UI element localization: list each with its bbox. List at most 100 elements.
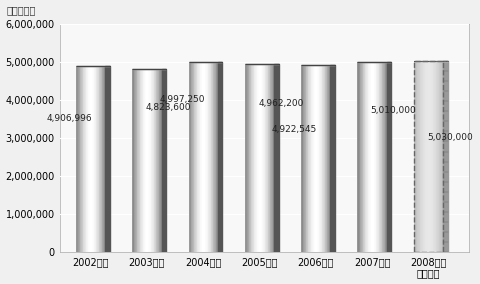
Bar bbox=[308, 65, 309, 252]
Bar bbox=[372, 62, 373, 252]
Bar bbox=[206, 62, 207, 252]
Bar bbox=[272, 64, 273, 252]
Bar bbox=[103, 66, 104, 252]
Bar bbox=[310, 65, 311, 252]
Bar bbox=[100, 66, 101, 252]
Bar bbox=[415, 61, 416, 252]
Bar bbox=[417, 61, 418, 252]
Bar bbox=[159, 69, 160, 252]
Bar bbox=[156, 69, 157, 252]
Bar bbox=[266, 64, 267, 252]
Bar bbox=[145, 69, 146, 252]
Bar bbox=[433, 61, 434, 252]
Bar bbox=[144, 69, 145, 252]
Bar bbox=[420, 61, 421, 252]
Bar bbox=[254, 64, 255, 252]
Bar bbox=[139, 69, 140, 252]
Bar bbox=[306, 65, 307, 252]
Bar bbox=[314, 65, 315, 252]
Text: 5,010,000: 5,010,000 bbox=[371, 106, 416, 115]
Bar bbox=[368, 62, 369, 252]
Bar bbox=[95, 66, 96, 252]
Bar bbox=[303, 65, 304, 252]
Bar bbox=[198, 62, 199, 252]
Bar bbox=[416, 61, 417, 252]
Bar bbox=[328, 65, 329, 252]
Bar bbox=[152, 69, 153, 252]
Bar bbox=[194, 62, 195, 252]
Bar bbox=[214, 62, 215, 252]
Bar bbox=[259, 64, 260, 252]
Bar bbox=[438, 61, 439, 252]
Bar bbox=[268, 64, 269, 252]
Bar bbox=[363, 62, 364, 252]
Bar bbox=[437, 61, 438, 252]
Bar bbox=[361, 62, 362, 252]
Bar bbox=[432, 61, 433, 252]
Bar bbox=[273, 64, 274, 252]
Bar bbox=[207, 62, 208, 252]
Bar bbox=[376, 62, 377, 252]
Bar bbox=[216, 62, 217, 252]
Bar bbox=[211, 62, 212, 252]
Bar bbox=[270, 64, 271, 252]
Bar bbox=[248, 64, 249, 252]
Bar bbox=[205, 62, 206, 252]
Bar bbox=[379, 62, 380, 252]
Bar bbox=[93, 66, 94, 252]
Bar bbox=[136, 69, 137, 252]
Bar bbox=[307, 65, 308, 252]
Bar bbox=[370, 62, 371, 252]
Bar bbox=[313, 65, 314, 252]
Bar bbox=[92, 66, 93, 252]
Bar bbox=[326, 65, 327, 252]
Bar bbox=[94, 66, 95, 252]
Bar bbox=[140, 69, 141, 252]
Polygon shape bbox=[218, 62, 222, 252]
Bar bbox=[150, 69, 151, 252]
Bar bbox=[380, 62, 381, 252]
Bar bbox=[204, 62, 205, 252]
Bar bbox=[426, 61, 427, 252]
Bar bbox=[418, 61, 419, 252]
Bar bbox=[374, 62, 375, 252]
Bar bbox=[324, 65, 325, 252]
Bar bbox=[365, 62, 366, 252]
Bar bbox=[261, 64, 262, 252]
Bar bbox=[98, 66, 99, 252]
Bar bbox=[377, 62, 378, 252]
Bar bbox=[82, 66, 83, 252]
Bar bbox=[83, 66, 84, 252]
Bar bbox=[430, 61, 431, 252]
Bar bbox=[258, 64, 259, 252]
Bar bbox=[197, 62, 198, 252]
Bar bbox=[381, 62, 382, 252]
Bar bbox=[84, 66, 85, 252]
Bar bbox=[255, 64, 256, 252]
Bar bbox=[86, 66, 87, 252]
Bar bbox=[209, 62, 210, 252]
Polygon shape bbox=[443, 61, 447, 252]
Bar bbox=[386, 62, 387, 252]
Bar bbox=[431, 61, 432, 252]
Bar bbox=[99, 66, 100, 252]
Bar bbox=[439, 61, 440, 252]
Bar bbox=[378, 62, 379, 252]
Bar bbox=[89, 66, 90, 252]
Bar bbox=[210, 62, 211, 252]
Bar bbox=[257, 64, 258, 252]
Bar bbox=[85, 66, 86, 252]
Bar bbox=[428, 61, 429, 252]
Polygon shape bbox=[105, 66, 110, 252]
Bar bbox=[311, 65, 312, 252]
Bar bbox=[195, 62, 196, 252]
Bar bbox=[414, 61, 415, 252]
Bar bbox=[154, 69, 155, 252]
Bar bbox=[215, 62, 216, 252]
Bar bbox=[134, 69, 135, 252]
Text: 5,030,000: 5,030,000 bbox=[427, 133, 473, 142]
Bar bbox=[213, 62, 214, 252]
Bar bbox=[132, 69, 133, 252]
Bar bbox=[362, 62, 363, 252]
Bar bbox=[161, 69, 162, 252]
